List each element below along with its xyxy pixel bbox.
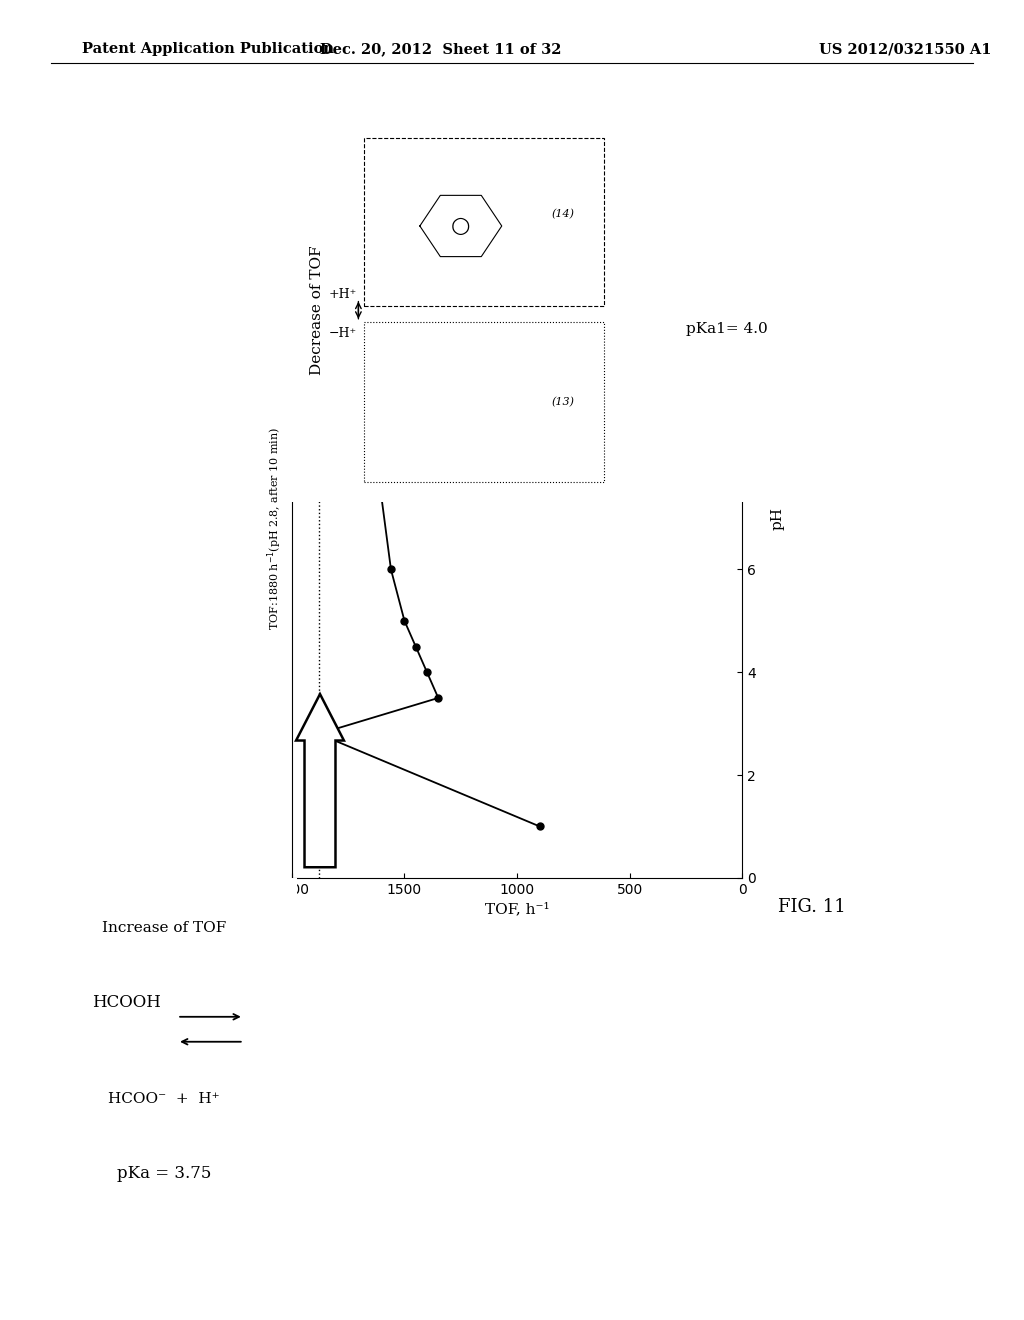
Text: HCOO⁻  +  H⁺: HCOO⁻ + H⁺	[108, 1092, 220, 1106]
Text: Patent Application Publication: Patent Application Publication	[82, 42, 334, 57]
FancyArrow shape	[296, 694, 344, 867]
Text: pKa = 3.75: pKa = 3.75	[117, 1166, 211, 1183]
Text: −H⁺: −H⁺	[329, 326, 357, 339]
FancyBboxPatch shape	[364, 139, 604, 306]
Text: Dec. 20, 2012  Sheet 11 of 32: Dec. 20, 2012 Sheet 11 of 32	[319, 42, 561, 57]
Text: TOF:1880 h$^{-1}$(pH 2.8, after 10 min): TOF:1880 h$^{-1}$(pH 2.8, after 10 min)	[265, 426, 284, 630]
FancyBboxPatch shape	[26, 871, 302, 1241]
FancyBboxPatch shape	[261, 111, 799, 510]
Y-axis label: pH: pH	[770, 507, 784, 529]
Text: (14): (14)	[552, 210, 574, 219]
Text: FIG. 11: FIG. 11	[778, 898, 846, 916]
Text: (13): (13)	[552, 397, 574, 408]
FancyBboxPatch shape	[364, 322, 604, 483]
FancyArrow shape	[410, 224, 466, 441]
Text: pKa1= 4.0: pKa1= 4.0	[686, 322, 768, 337]
Text: ○: ○	[452, 216, 470, 236]
Text: US 2012/0321550 A1: US 2012/0321550 A1	[819, 42, 991, 57]
Text: Decrease of TOF: Decrease of TOF	[310, 246, 325, 375]
X-axis label: TOF, h⁻¹: TOF, h⁻¹	[484, 902, 550, 916]
Text: +H⁺: +H⁺	[329, 288, 357, 301]
Text: Increase of TOF: Increase of TOF	[101, 920, 226, 935]
Text: HCOOH: HCOOH	[92, 994, 161, 1011]
